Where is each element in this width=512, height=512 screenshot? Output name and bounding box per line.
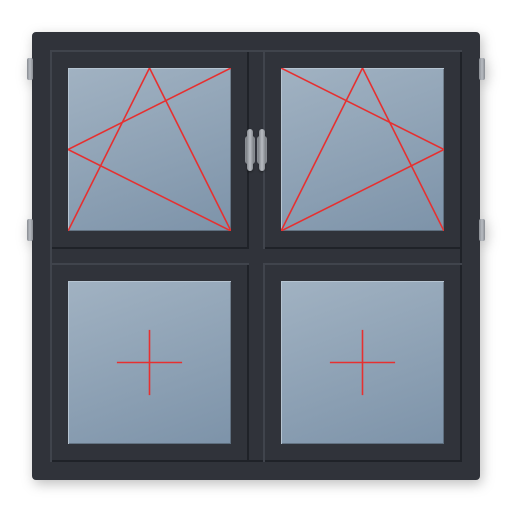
outer-frame — [32, 32, 480, 480]
sash-top-left — [50, 50, 249, 249]
glass-pane — [68, 68, 231, 231]
opening-symbol-fixed — [281, 281, 444, 444]
glass-pane — [281, 281, 444, 444]
glass-pane — [68, 281, 231, 444]
hinge-icon — [479, 58, 485, 80]
window-assembly — [32, 32, 480, 480]
sash-bottom-left — [50, 263, 249, 462]
opening-symbol-tilt-turn-right — [281, 68, 444, 231]
opening-symbol-tilt-turn-left — [68, 68, 231, 231]
window-handle-icon — [257, 136, 267, 164]
sash-bottom-right — [263, 263, 462, 462]
hinge-icon — [27, 58, 33, 80]
hinge-icon — [479, 219, 485, 241]
window-handle-icon — [245, 136, 255, 164]
opening-symbol-fixed — [68, 281, 231, 444]
glass-pane — [281, 68, 444, 231]
sash-top-right — [263, 50, 462, 249]
hinge-icon — [27, 219, 33, 241]
